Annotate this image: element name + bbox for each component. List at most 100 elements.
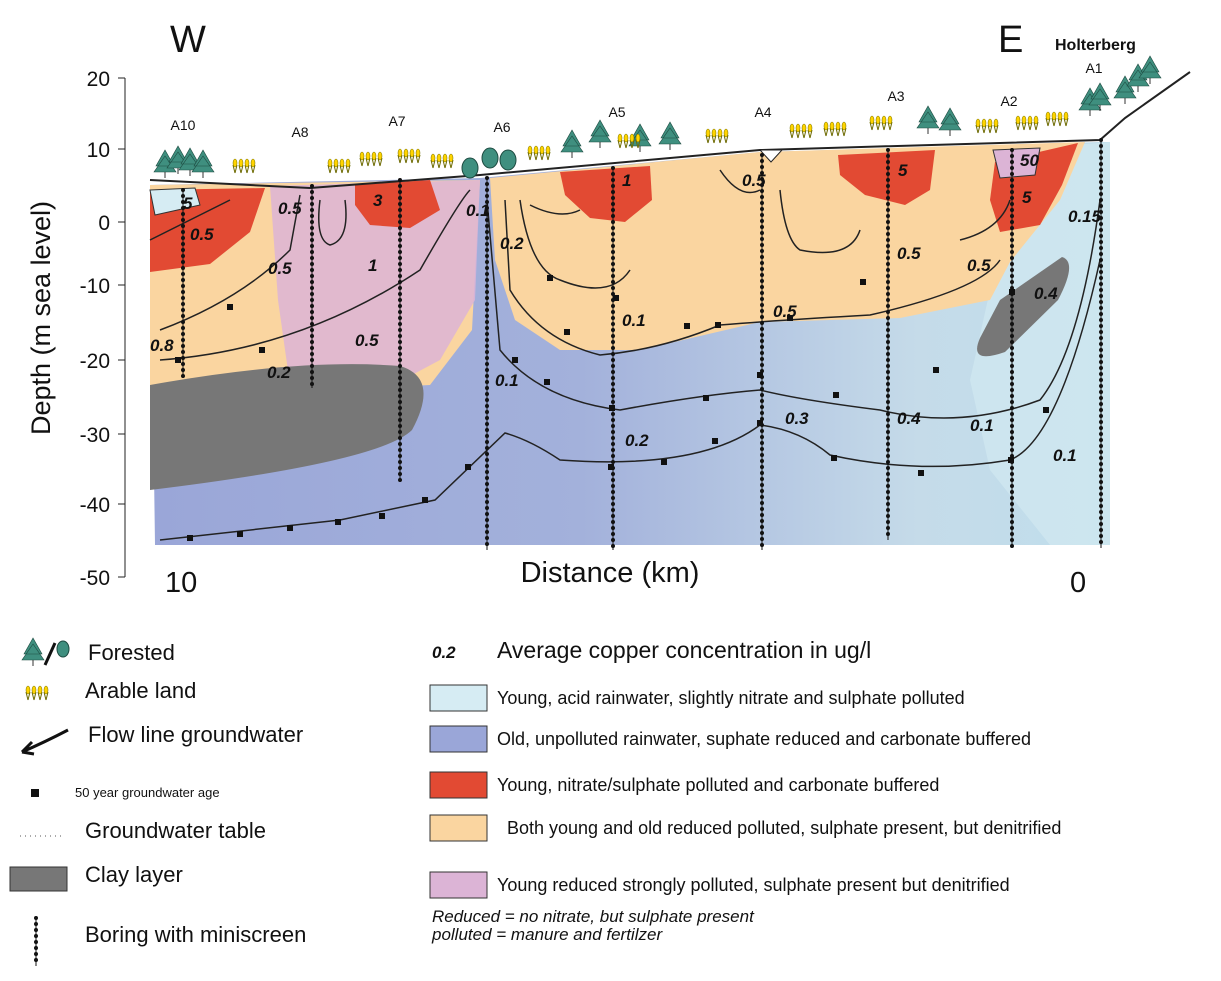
crop-icon xyxy=(346,159,350,167)
crop-icon xyxy=(534,146,538,154)
boring-label: A5 xyxy=(608,104,625,120)
tree-icon xyxy=(561,130,583,152)
tree-icon xyxy=(939,108,961,130)
concentration-label: 5 xyxy=(1022,188,1032,207)
deciduous-icon xyxy=(500,150,516,170)
tree-icon xyxy=(589,120,611,142)
y-tick-label: -50 xyxy=(80,567,110,590)
concentration-label: 0.4 xyxy=(1034,284,1058,303)
crop-icon xyxy=(233,159,237,167)
crop-icon xyxy=(636,134,640,142)
legend-swatch xyxy=(430,685,487,711)
crop-icon xyxy=(245,159,249,167)
age-marker xyxy=(684,323,690,329)
crop-icon xyxy=(706,129,710,137)
crop-icon xyxy=(251,159,255,167)
y-tick-label: -10 xyxy=(80,275,110,298)
age-marker xyxy=(918,470,924,476)
legend-label: Groundwater table xyxy=(85,818,266,843)
age-marker xyxy=(335,519,341,525)
concentration-label: 5 xyxy=(898,161,908,180)
age-marker xyxy=(703,395,709,401)
place-label: Holterberg xyxy=(1055,37,1136,54)
crop-icon xyxy=(830,122,834,130)
age-marker xyxy=(547,275,553,281)
legend-swatch xyxy=(430,726,487,752)
west-label: W xyxy=(170,19,206,61)
boring-label: A7 xyxy=(388,113,405,129)
x-tick-label: 10 xyxy=(165,567,197,599)
crop-icon xyxy=(449,154,453,162)
concentration-label: 0.5 xyxy=(773,302,797,321)
concentration-label: 0.1 xyxy=(1053,446,1077,465)
concentration-label: 3 xyxy=(373,191,383,210)
crop-icon xyxy=(38,686,42,694)
concentration-label: 0.2 xyxy=(267,363,291,382)
legend-label: 50 year groundwater age xyxy=(75,785,220,800)
crop-icon xyxy=(808,124,812,132)
crop-icon xyxy=(1058,112,1062,120)
diagram: W E Holterberg Depth (m sea level) Dista… xyxy=(0,0,1221,976)
deciduous-icon xyxy=(462,158,478,178)
crop-icon xyxy=(796,124,800,132)
concentration-label: 0.5 xyxy=(190,225,214,244)
y-axis-title: Depth (m sea level) xyxy=(26,201,56,435)
legend-example-value: 0.2 xyxy=(432,643,456,662)
crop-icon xyxy=(1064,112,1068,120)
age-marker xyxy=(933,367,939,373)
crop-icon xyxy=(876,116,880,124)
deciduous-icon xyxy=(482,148,498,168)
east-label: E xyxy=(998,19,1023,61)
age-marker xyxy=(608,464,614,470)
crop-icon xyxy=(718,129,722,137)
concentration-label: 0.1 xyxy=(466,201,490,220)
age-marker xyxy=(609,405,615,411)
legend-zone-label: Both young and old reduced polluted, sul… xyxy=(507,818,1061,838)
legend-zone-label: Old, unpolluted rainwater, suphate reduc… xyxy=(497,729,1031,749)
legend-label: Forested xyxy=(88,640,175,665)
clay-icon xyxy=(10,867,67,891)
age-marker xyxy=(833,392,839,398)
legend-zone-label: Young, acid rainwater, slightly nitrate … xyxy=(497,688,965,708)
crop-icon xyxy=(1016,116,1020,124)
concentration-label: 0.5 xyxy=(967,256,991,275)
age-marker xyxy=(422,497,428,503)
boring-label: A2 xyxy=(1000,93,1017,109)
tree-icon xyxy=(1139,56,1161,78)
age-marker xyxy=(287,525,293,531)
legend-label: Flow line groundwater xyxy=(88,722,303,747)
legend-label: Clay layer xyxy=(85,862,183,887)
crop-icon xyxy=(360,152,364,160)
age-marker xyxy=(712,438,718,444)
crop-icon xyxy=(32,686,36,694)
age-marker xyxy=(465,464,471,470)
y-tick-label: 20 xyxy=(87,68,110,91)
age-marker xyxy=(661,459,667,465)
tree-icon xyxy=(917,106,939,128)
x-tick-label: 0 xyxy=(1070,567,1086,599)
crop-icon xyxy=(988,119,992,127)
crop-icon xyxy=(618,134,622,142)
crop-icon xyxy=(340,159,344,167)
note: polluted = manure and fertilzer xyxy=(431,925,663,944)
age-marker xyxy=(860,279,866,285)
crop-icon xyxy=(624,134,628,142)
legend-swatch xyxy=(430,872,487,898)
concentration-label: 50 xyxy=(1020,151,1039,170)
concentration-label: 0.3 xyxy=(785,409,809,428)
crop-icon xyxy=(437,154,441,162)
crop-icon xyxy=(870,116,874,124)
boring-label: A3 xyxy=(887,88,904,104)
crop-icon xyxy=(372,152,376,160)
age-marker xyxy=(1043,407,1049,413)
legend-label: Arable land xyxy=(85,678,196,703)
age-marker xyxy=(757,372,763,378)
concentration-label: 0.4 xyxy=(897,409,921,428)
y-tick-label: 10 xyxy=(87,139,110,162)
age-marker xyxy=(757,420,763,426)
crop-icon xyxy=(712,129,716,137)
concentration-label: 0.5 xyxy=(278,199,302,218)
crop-icon xyxy=(328,159,332,167)
legend-zone-label: Young, nitrate/sulphate polluted and car… xyxy=(497,775,939,795)
age-marker xyxy=(379,513,385,519)
